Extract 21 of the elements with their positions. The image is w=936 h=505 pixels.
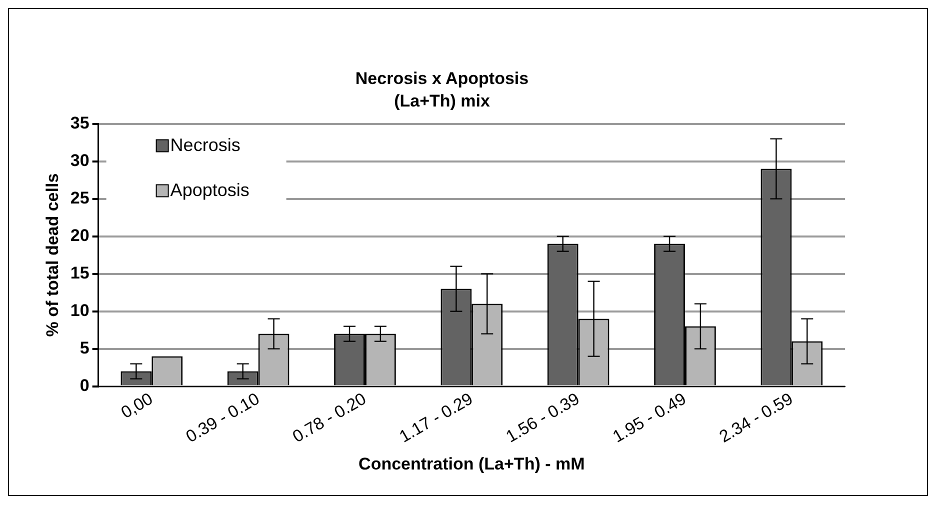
- chart-title: Necrosis x Apoptosis: [355, 68, 529, 88]
- y-tick-label: 20: [70, 226, 90, 245]
- x-tick-label: 0.78 - 0.20: [289, 389, 370, 446]
- y-tick-label: 0: [80, 376, 90, 395]
- y-tick-label: 5: [80, 338, 90, 358]
- y-tick-label: 10: [70, 300, 90, 320]
- legend-label: Necrosis: [170, 134, 240, 155]
- x-tick-label: 0,00: [118, 389, 156, 422]
- x-tick-label: 1.95 - 0.49: [609, 389, 690, 446]
- y-tick-label: 30: [70, 150, 90, 170]
- x-tick-label: 1.56 - 0.39: [502, 389, 583, 446]
- chart-subtitle: (La+Th) mix: [394, 91, 490, 110]
- y-tick-label: 15: [70, 263, 90, 282]
- y-axis-title: % of total dead cells: [42, 173, 62, 337]
- y-tick-label: 35: [70, 113, 90, 132]
- x-tick-label: 2.34 - 0.59: [716, 389, 796, 446]
- y-tick-label: 25: [70, 188, 90, 208]
- x-tick-label: 0.39 - 0.10: [182, 389, 263, 446]
- x-tick-label: 1.17 - 0.29: [396, 389, 476, 446]
- legend-label: Apoptosis: [170, 180, 250, 200]
- x-axis-title: Concentration (La+Th) - mM: [358, 454, 585, 474]
